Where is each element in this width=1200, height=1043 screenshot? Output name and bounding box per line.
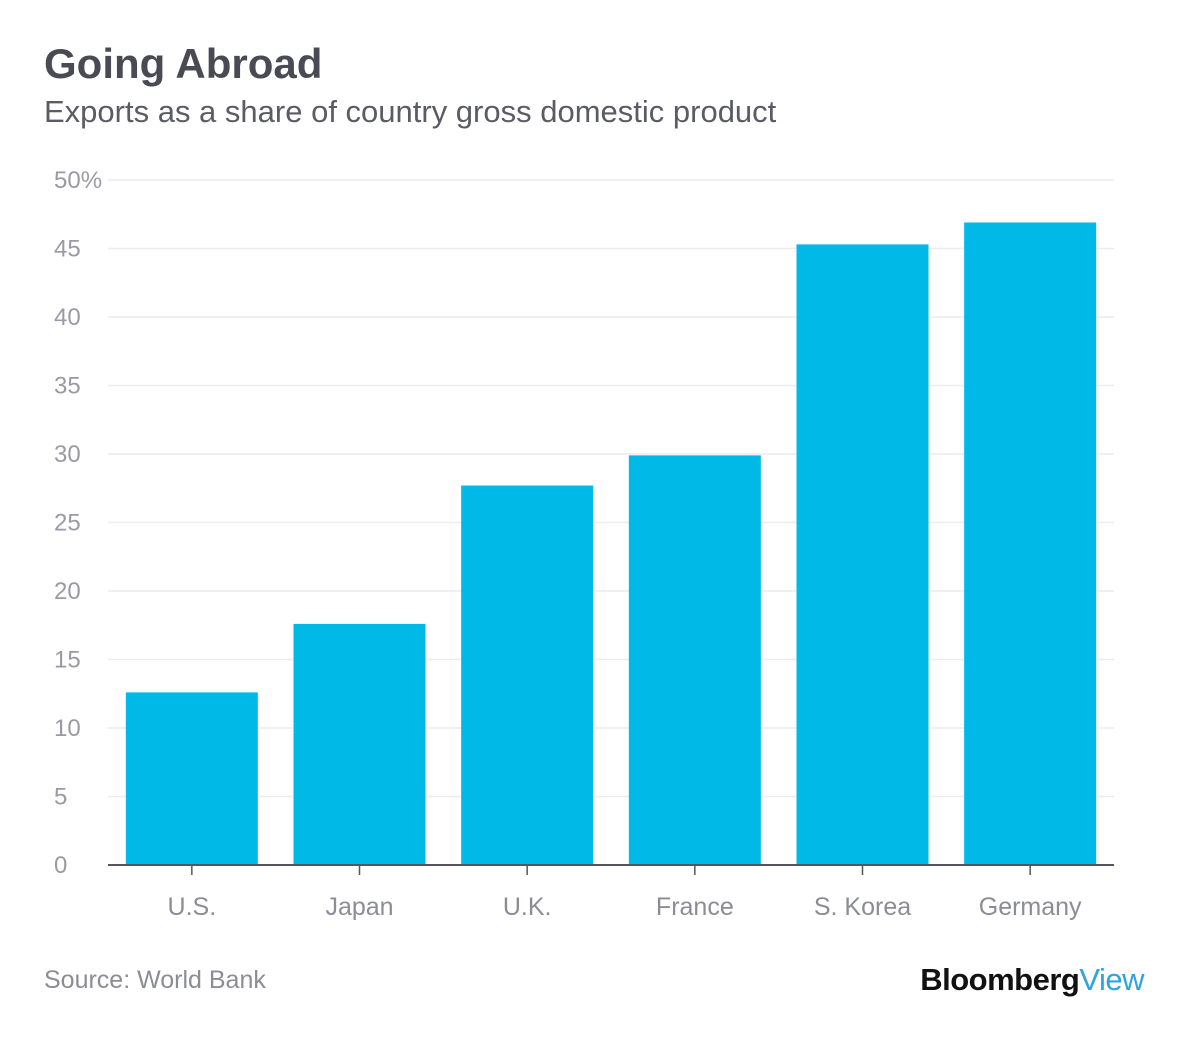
x-tick-label: S. Korea — [814, 893, 911, 921]
bar — [628, 455, 761, 865]
bars — [125, 222, 1097, 866]
bar — [125, 692, 258, 865]
y-tick-label: 45 — [54, 236, 81, 263]
gridlines — [108, 179, 1114, 798]
y-tick-label: 5 — [54, 784, 67, 811]
x-tick-label: U.K. — [503, 893, 552, 921]
x-tick-label: Japan — [325, 893, 393, 921]
x-tick-label: Germany — [979, 893, 1082, 921]
brand-logo: BloombergView — [920, 962, 1144, 998]
brand-primary: Bloomberg — [920, 962, 1080, 997]
brand-secondary: View — [1079, 962, 1144, 997]
y-tick-label: 20 — [54, 578, 81, 605]
chart-subtitle: Exports as a share of country gross dome… — [44, 94, 777, 129]
chart-title: Going Abroad — [44, 40, 323, 87]
bar — [293, 623, 426, 865]
x-axis-labels: U.S. Japan U.K. France S. Korea Germany — [168, 893, 1083, 921]
y-tick-label: 40 — [54, 304, 81, 331]
x-axis — [108, 864, 1114, 875]
y-tick-label: 0 — [54, 852, 67, 879]
bar — [461, 485, 594, 865]
x-tick-label: France — [656, 893, 734, 921]
y-tick-label: 10 — [54, 715, 81, 742]
y-tick-label: 50% — [54, 167, 102, 194]
source-note: Source: World Bank — [44, 966, 266, 994]
y-tick-label: 15 — [54, 647, 81, 674]
y-tick-label: 25 — [54, 510, 81, 537]
x-tick-label: U.S. — [168, 893, 217, 921]
bar — [964, 222, 1097, 866]
y-tick-label: 30 — [54, 441, 81, 468]
y-axis-ticks: 0 5 10 15 20 25 30 35 40 45 50% — [54, 167, 102, 879]
y-tick-label: 35 — [54, 373, 81, 400]
bar — [796, 244, 929, 865]
